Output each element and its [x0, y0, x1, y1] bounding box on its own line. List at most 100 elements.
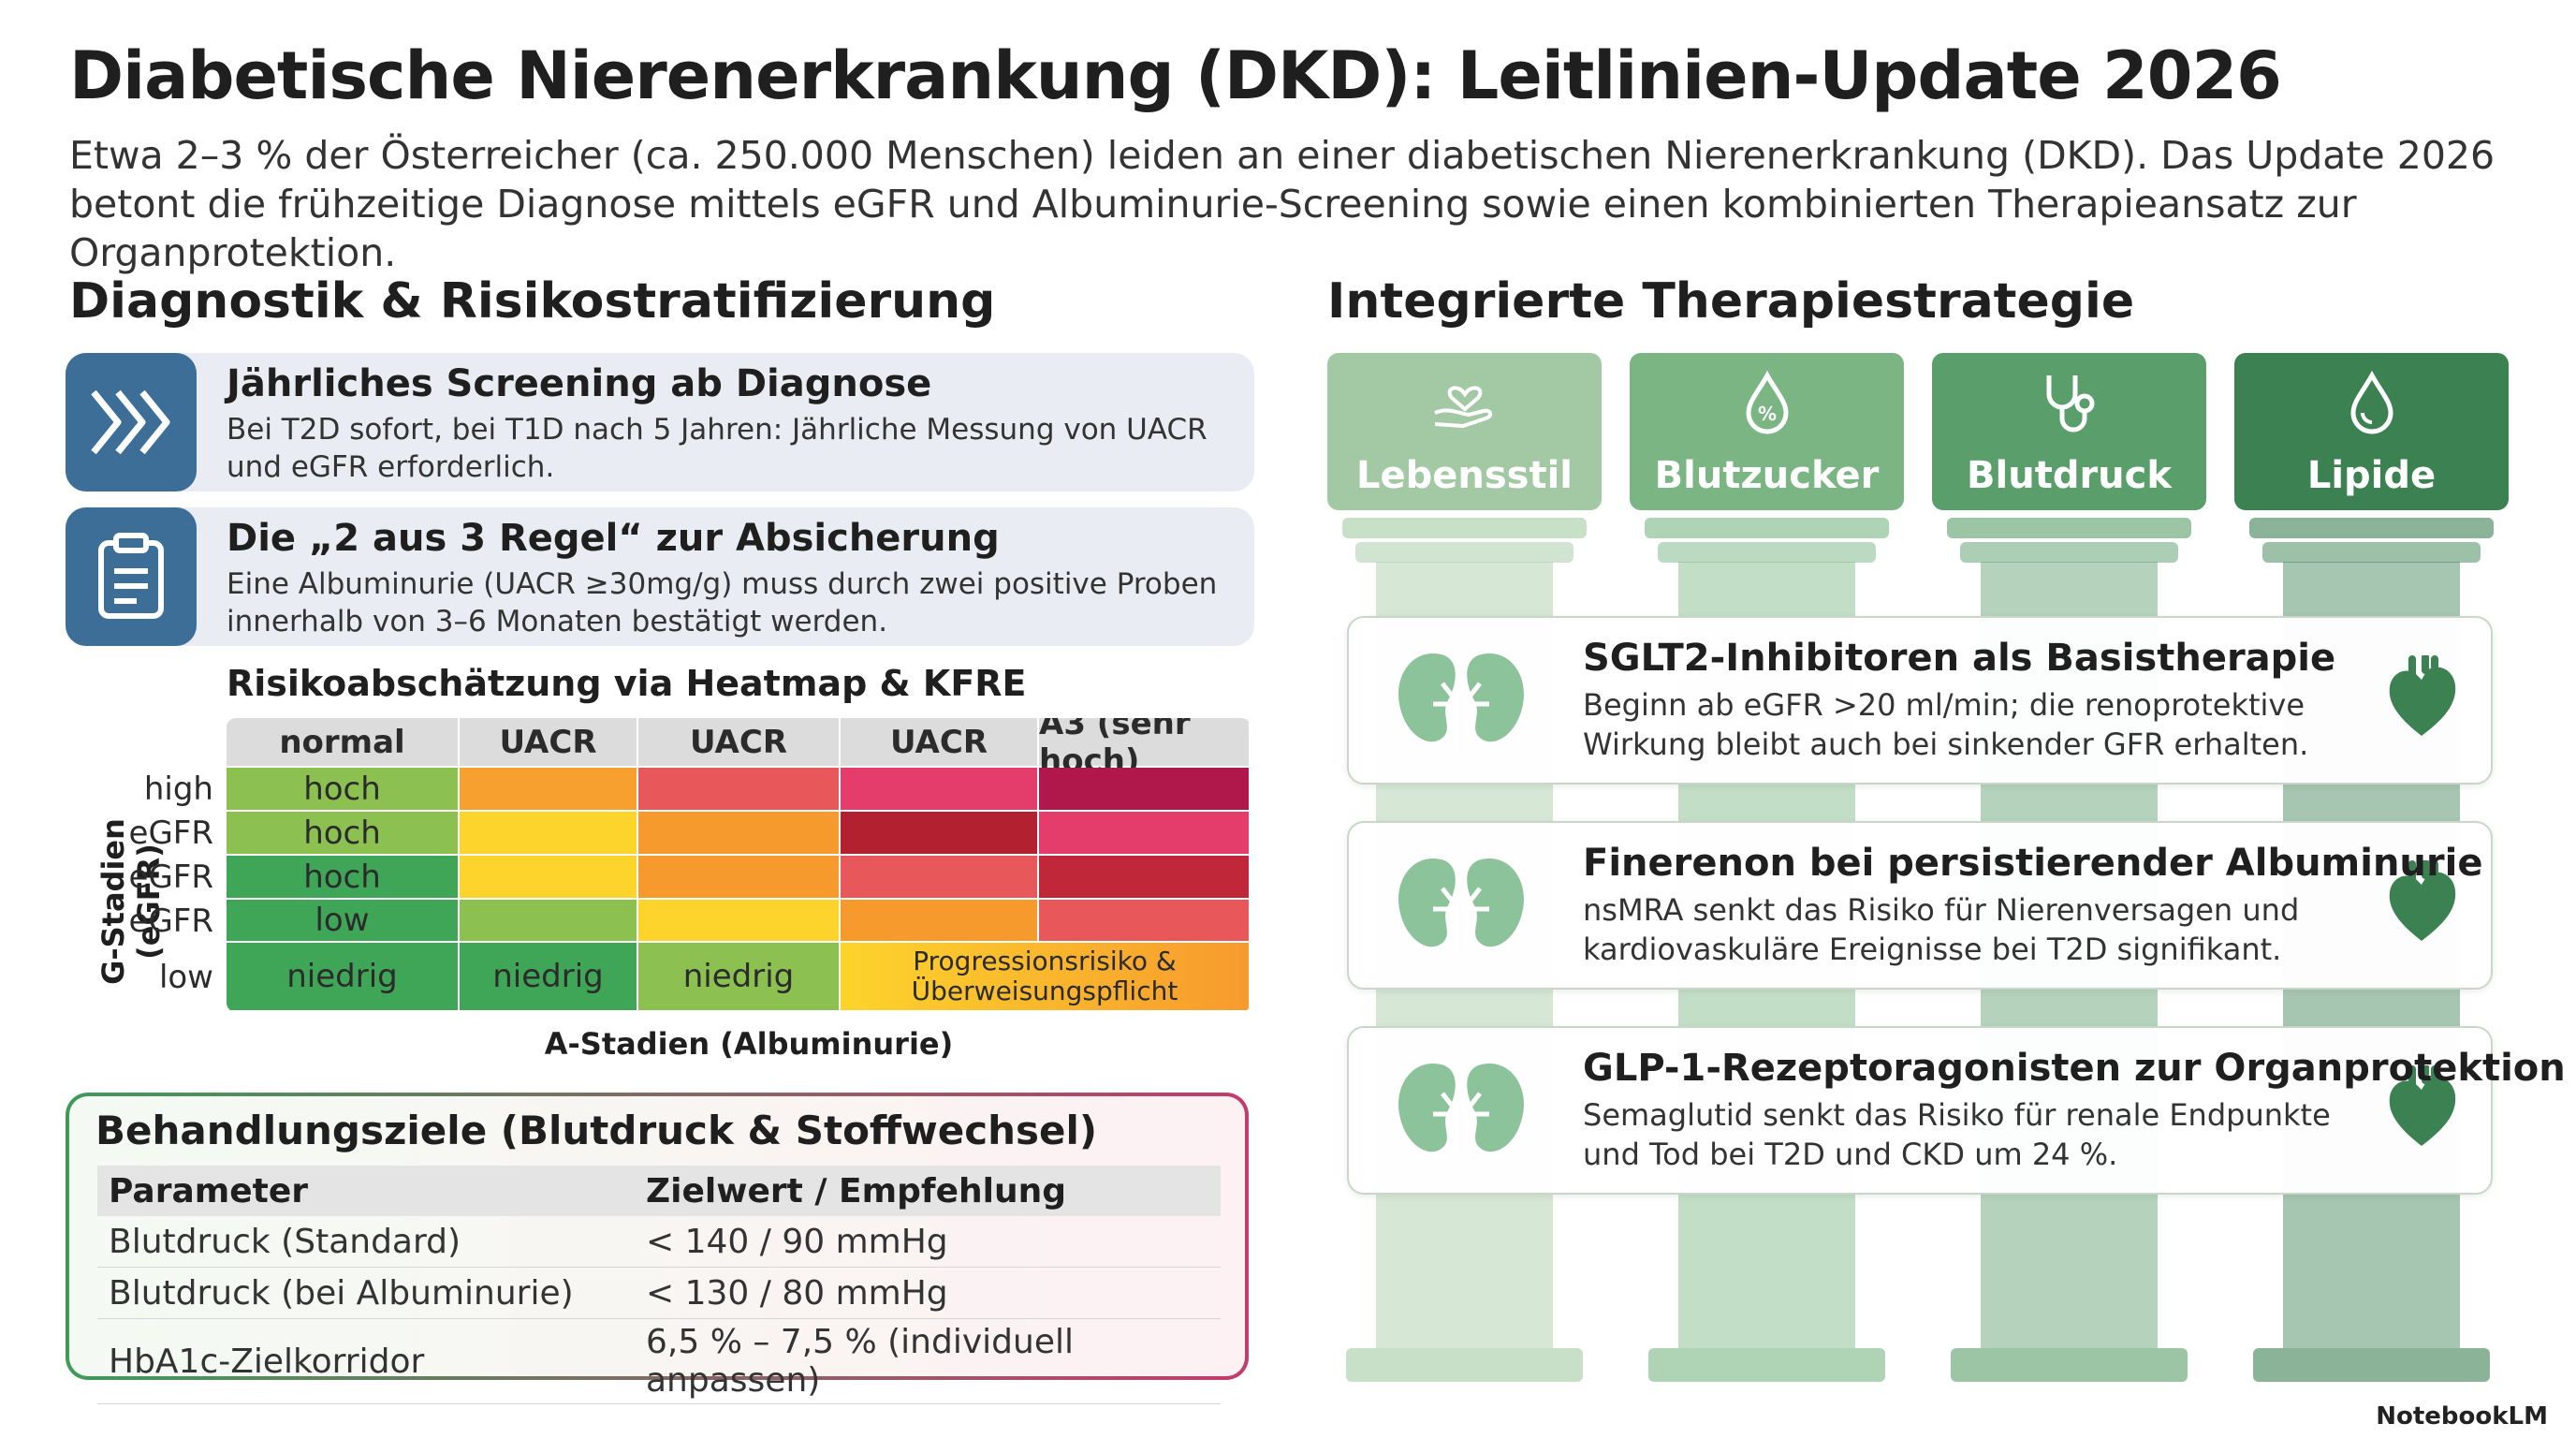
goals-table: Parameter Zielwert / Empfehlung Blutdruc…	[97, 1166, 1221, 1404]
kidney-icon	[1398, 858, 1524, 954]
column-header: normal	[227, 718, 460, 768]
heatmap-cell: hoch	[227, 856, 460, 900]
heatmap-cell	[460, 856, 638, 900]
pillar-capital	[1658, 542, 1876, 563]
therapy-card: Finerenon bei persistierender Albuminuri…	[1347, 821, 2493, 990]
heatmap: normal UACR UACR UACR A3 (sehr hoch) hoch hoch…	[227, 718, 1251, 1012]
pillar-capital	[1342, 518, 1587, 538]
pillar-label: Lebensstil	[1355, 454, 1573, 497]
pillar-base	[1951, 1348, 2188, 1382]
heatmap-cell: niedrig	[638, 943, 841, 1012]
heart-icon	[2389, 858, 2456, 941]
heatmap-cell	[1039, 812, 1251, 856]
cell: < 130 / 80 mmHg	[635, 1267, 1221, 1319]
heatmap-cell: niedrig	[227, 943, 460, 1012]
therapy-card: SGLT2-Inhibitoren als Basistherapie Begin…	[1347, 616, 2493, 785]
heatmap-cell	[841, 768, 1039, 812]
icon	[2384, 653, 2459, 743]
pillar-capital	[1947, 518, 2191, 538]
card-title: Finerenon bei persistierender Albuminuri…	[1583, 842, 2483, 885]
heatmap-cell: niedrig	[460, 943, 638, 1012]
heatmap-cell	[638, 768, 841, 812]
heatmap-cell: Progressionsrisiko & Überweisungspflicht	[841, 943, 1251, 1012]
card-title: Jährliches Screening ab Diagnose	[227, 362, 932, 405]
column-header: Zielwert / Empfehlung	[635, 1166, 1221, 1216]
heart-icon	[2389, 653, 2456, 736]
icon	[1386, 646, 1536, 758]
column-header: UACR	[841, 718, 1039, 768]
cell-text: hoch	[303, 858, 381, 896]
page-title: Diabetische Nierenerkrankung (DKD): Leit…	[69, 37, 2282, 114]
cell-text: niedrig	[682, 958, 795, 995]
card-text: Bei T2D sofort, bei T1D nach 5 Jahren: J…	[227, 413, 1208, 484]
section-heading: Diagnostik & Risikostratifizierung	[69, 273, 996, 330]
info-card: Die „2 aus 3 Regel“ zur Absicherung Eine…	[66, 507, 1254, 646]
heart-icon	[2389, 1064, 2456, 1146]
svg-text:%: %	[1758, 403, 1777, 425]
cell-text: niedrig	[286, 958, 398, 995]
intro-text: Etwa 2–3 % der Österreicher (ca. 250.000…	[69, 133, 2496, 275]
pillar-label: Blutzucker	[1654, 454, 1880, 497]
row-label: low	[158, 959, 213, 996]
heatmap-cell	[841, 856, 1039, 900]
cell-text: niedrig	[492, 958, 604, 995]
cell-text: Progressionsrisiko & Überweisungspflicht	[911, 946, 1178, 1006]
heatmap-cell	[1039, 900, 1251, 943]
table-header: Parameter Zielwert / Empfehlung	[97, 1166, 1221, 1216]
row-label: eGFR	[128, 814, 213, 852]
pillar-capital	[1645, 518, 1889, 538]
icon	[2384, 858, 2459, 948]
pillar-base	[2253, 1348, 2490, 1382]
heatmap-cell	[638, 856, 841, 900]
pillar-label: Blutdruck	[1967, 454, 2172, 497]
column-header: Parameter	[97, 1166, 635, 1216]
column-header: UACR	[638, 718, 841, 768]
icon	[1386, 851, 1536, 963]
pillar-base	[1346, 1348, 1583, 1382]
pillar-header: Lipide	[2234, 353, 2509, 510]
heatmap-cell	[841, 812, 1039, 856]
pillar-header: % Blutzucker	[1630, 353, 1904, 510]
card-title: Die „2 aus 3 Regel“ zur Absicherung	[227, 517, 1000, 560]
card-text: nsMRA senkt das Risiko für Nierenversage…	[1583, 892, 2300, 967]
pillar-capital	[1960, 542, 2178, 563]
kidney-icon	[1398, 653, 1524, 749]
card-title: SGLT2-Inhibitoren als Basistherapie	[1583, 637, 2336, 680]
pillar-capital	[2262, 542, 2481, 563]
heatmap-cell	[841, 900, 1039, 943]
brand: NotebookLM	[2376, 1402, 2548, 1431]
card-text: Semaglutid senkt das Risiko für renale E…	[1583, 1097, 2331, 1172]
cell: Blutdruck (bei Albuminurie)	[97, 1267, 635, 1319]
goals-title: Behandlungsziele (Blutdruck & Stoffwechs…	[95, 1108, 1098, 1153]
x-axis-label: A-Stadien (Albuminurie)	[544, 1026, 954, 1062]
heatmap-cell	[1039, 856, 1251, 900]
cell-text: low	[315, 902, 370, 939]
pillar-header: Blutdruck	[1932, 353, 2206, 510]
kidney-icon	[1398, 1064, 1524, 1159]
card-icon	[66, 353, 197, 492]
cell: Blutdruck (Standard)	[97, 1216, 635, 1268]
pillar-capital	[2249, 518, 2494, 538]
table-row: HbA1c-Zielkorridor 6,5 % – 7,5 % (individ…	[97, 1318, 1221, 1404]
pillar-header: Lebensstil	[1327, 353, 1602, 510]
card-text: Beginn ab eGFR >20 ml/min; die renoprote…	[1583, 687, 2309, 762]
row-label: eGFR	[128, 902, 213, 940]
card-text: Eine Albuminurie (UACR ≥30mg/g) muss dur…	[227, 567, 1218, 638]
heatmap-cell	[638, 900, 841, 943]
row-label: high	[143, 770, 213, 808]
cell: < 140 / 90 mmHg	[635, 1216, 1221, 1268]
cell: 6,5 % – 7,5 % (individuell anpassen)	[635, 1318, 1221, 1404]
column-header: A3 (sehr hoch)	[1039, 718, 1251, 780]
heatmap-cell	[460, 812, 638, 856]
cell: HbA1c-Zielkorridor	[97, 1318, 635, 1404]
heatmap-cell: hoch	[227, 812, 460, 856]
card-title: GLP-1-Rezeptoragonisten zur Organprotekt…	[1583, 1047, 2566, 1090]
heatmap-cell	[460, 900, 638, 943]
brand-name: NotebookLM	[2376, 1402, 2548, 1431]
table-row: Blutdruck (Standard) < 140 / 90 mmHg	[97, 1216, 1221, 1268]
icon	[2384, 1064, 2459, 1153]
heatmap-cell: hoch	[227, 768, 460, 812]
info-card: Jährliches Screening ab Diagnose Bei T2D…	[66, 353, 1254, 492]
therapy-card: GLP-1-Rezeptoragonisten zur Organprotekt…	[1347, 1026, 2566, 1195]
column-header: UACR	[460, 718, 638, 768]
